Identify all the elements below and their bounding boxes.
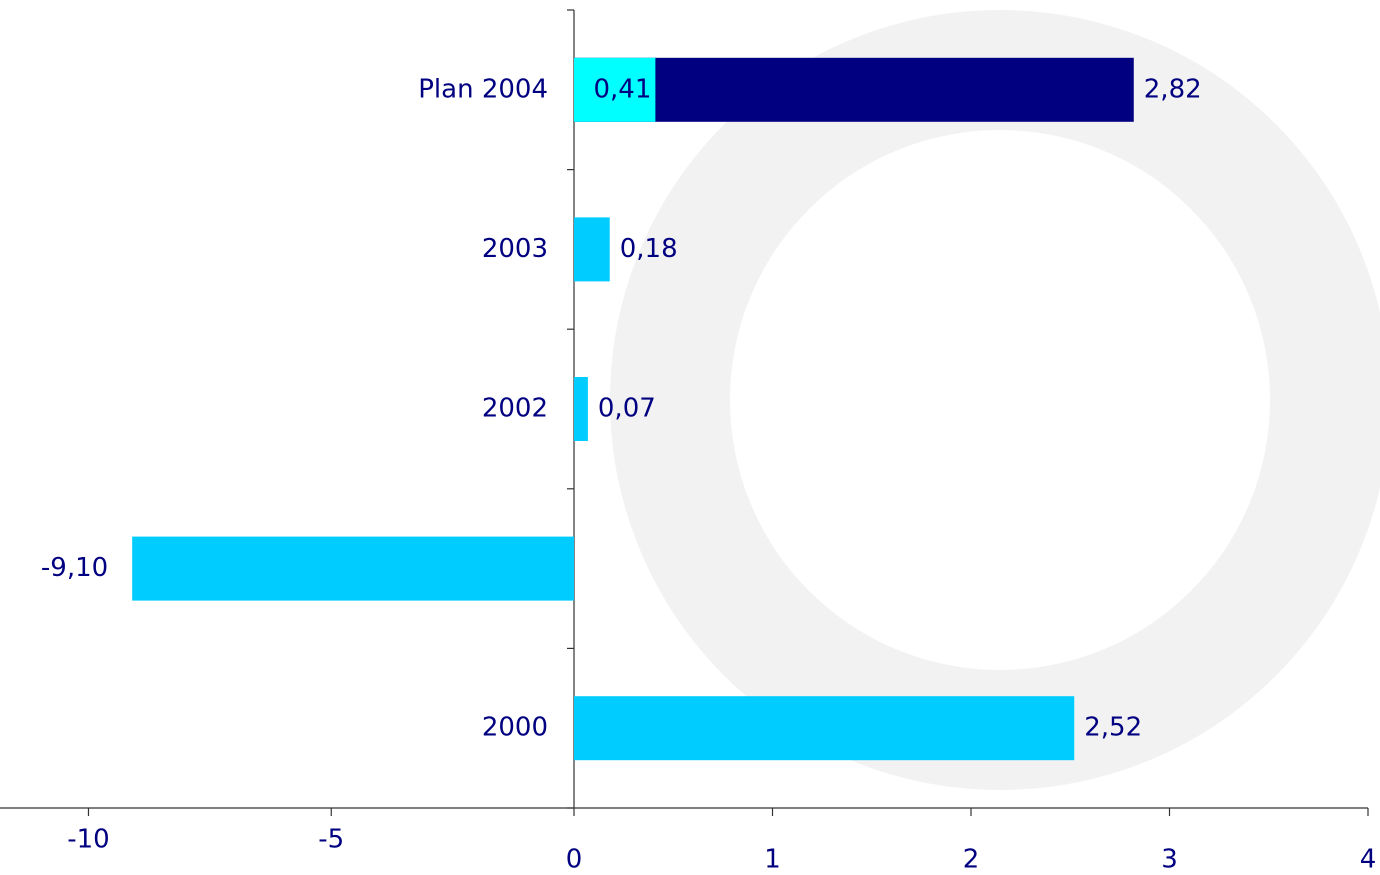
background-decor bbox=[610, 10, 1380, 790]
value-label: 2,52 bbox=[1084, 713, 1142, 743]
x-tick-label: 2 bbox=[963, 845, 980, 875]
x-tick-label: 1 bbox=[764, 845, 781, 875]
x-tick-label: 4 bbox=[1360, 845, 1377, 875]
bar bbox=[574, 217, 610, 282]
bar bbox=[574, 377, 588, 441]
value-label: 0,18 bbox=[620, 234, 678, 264]
bar bbox=[132, 536, 574, 601]
y-tick-label: 2000 bbox=[482, 713, 548, 743]
bar bbox=[574, 696, 1075, 761]
x-tick-label: -5 bbox=[318, 825, 344, 855]
x-tick-label: -10 bbox=[67, 825, 109, 855]
x-tick-label: 3 bbox=[1161, 845, 1178, 875]
value-label: -9,10 bbox=[41, 553, 108, 583]
bar bbox=[574, 57, 1134, 122]
y-tick-label: Plan 2004 bbox=[418, 74, 548, 104]
y-tick-label: 2003 bbox=[482, 234, 548, 264]
value-label: 0,41 bbox=[593, 74, 651, 104]
bar bbox=[574, 57, 656, 122]
y-tick-label: 2002 bbox=[482, 394, 548, 424]
x-tick-label: 0 bbox=[566, 845, 583, 875]
value-label: 0,07 bbox=[598, 394, 656, 424]
value-label: 2,82 bbox=[1144, 74, 1202, 104]
